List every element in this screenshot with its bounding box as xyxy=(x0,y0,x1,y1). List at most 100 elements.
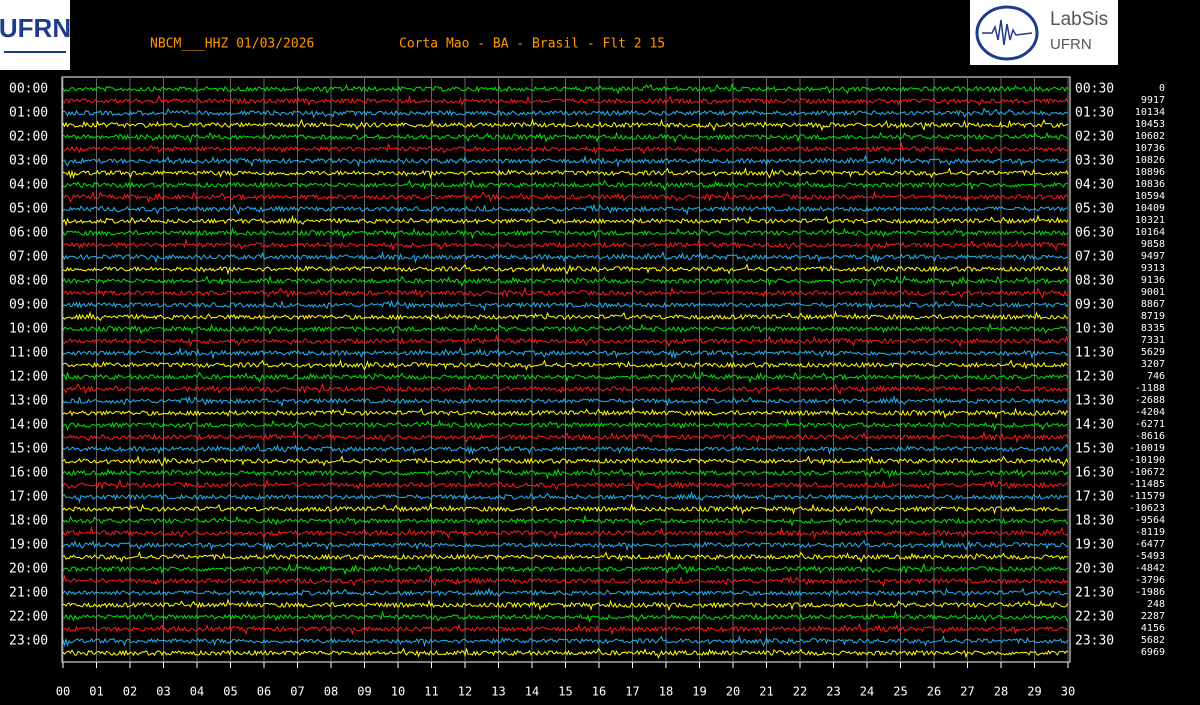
offset-label: 10736 xyxy=(1135,143,1165,154)
trace xyxy=(62,118,1069,132)
trace xyxy=(62,227,1069,240)
offset-label: 8867 xyxy=(1141,299,1165,310)
offset-label: 9858 xyxy=(1141,239,1165,250)
logo-right: LabSis UFRN xyxy=(970,0,1118,65)
offset-label: -3796 xyxy=(1135,575,1165,586)
trace xyxy=(62,610,1069,623)
row-label-left: 06:00 xyxy=(9,226,48,241)
offset-label: -5493 xyxy=(1135,551,1165,562)
offset-label: 10321 xyxy=(1135,215,1165,226)
logo-wave xyxy=(982,19,1033,46)
trace xyxy=(62,262,1069,276)
offset-label: -10019 xyxy=(1129,443,1165,454)
offset-label: 10896 xyxy=(1135,167,1165,178)
row-label-left: 12:00 xyxy=(9,370,48,385)
row-label-right: 06:30 xyxy=(1075,226,1114,241)
x-tick-label: 00 xyxy=(56,685,70,699)
offset-label: 10594 xyxy=(1135,191,1165,202)
offset-label: 5682 xyxy=(1141,635,1165,646)
offset-label: 10164 xyxy=(1135,227,1165,238)
row-label-left: 19:00 xyxy=(9,538,48,553)
x-tick-label: 08 xyxy=(324,685,338,699)
x-tick-label: 09 xyxy=(357,685,371,699)
row-label-right: 14:30 xyxy=(1075,418,1114,433)
trace xyxy=(62,586,1069,599)
offset-label: -4204 xyxy=(1135,407,1165,418)
offset-label: 9917 xyxy=(1141,95,1165,106)
x-tick-label: 29 xyxy=(1027,685,1041,699)
offset-label: -6271 xyxy=(1135,419,1165,430)
trace xyxy=(62,310,1069,321)
offset-label: 10409 xyxy=(1135,203,1165,214)
trace xyxy=(62,574,1069,588)
offset-label: -9564 xyxy=(1135,515,1165,526)
row-label-left: 10:00 xyxy=(9,322,48,337)
trace xyxy=(62,286,1069,300)
offset-label: 10836 xyxy=(1135,179,1165,190)
x-tick-label: 23 xyxy=(826,685,840,699)
offset-label: 10134 xyxy=(1135,107,1165,118)
x-tick-label: 17 xyxy=(625,685,639,699)
trace xyxy=(62,622,1069,636)
trace xyxy=(62,430,1069,444)
trace xyxy=(62,214,1069,227)
trace xyxy=(62,502,1069,516)
x-tick-label: 05 xyxy=(223,685,237,699)
offset-label: 0 xyxy=(1159,83,1165,94)
trace xyxy=(62,334,1069,348)
row-label-right: 16:30 xyxy=(1075,466,1114,481)
offset-label: 9313 xyxy=(1141,263,1165,274)
logo-box xyxy=(970,0,1118,65)
row-label-left: 16:00 xyxy=(9,466,48,481)
row-label-left: 03:00 xyxy=(9,154,48,169)
trace xyxy=(62,406,1069,420)
trace xyxy=(62,382,1069,396)
row-label-left: 15:00 xyxy=(9,442,48,457)
row-label-right: 05:30 xyxy=(1075,202,1114,217)
offset-label: -1188 xyxy=(1135,383,1165,394)
x-tick-label: 01 xyxy=(89,685,103,699)
offset-label: -8616 xyxy=(1135,431,1165,442)
x-tick-label: 04 xyxy=(190,685,204,699)
chart-title: NBCM___HHZ 01/03/2026 xyxy=(150,37,314,52)
trace xyxy=(62,466,1069,480)
row-label-right: 12:30 xyxy=(1075,370,1114,385)
row-label-left: 20:00 xyxy=(9,562,48,577)
offset-label: 9497 xyxy=(1141,251,1165,262)
trace xyxy=(62,551,1068,564)
offset-label: -10190 xyxy=(1129,455,1165,466)
row-label-left: 01:00 xyxy=(9,106,48,121)
trace xyxy=(62,190,1069,204)
row-label-left: 14:00 xyxy=(9,418,48,433)
trace xyxy=(62,107,1069,119)
logo-text: UFRN xyxy=(0,13,71,43)
trace xyxy=(62,442,1069,456)
trace xyxy=(62,94,1069,107)
offset-label: -10623 xyxy=(1129,503,1165,514)
offset-label: -2688 xyxy=(1135,395,1165,406)
offset-label: 10602 xyxy=(1135,131,1165,142)
row-label-left: 09:00 xyxy=(9,298,48,313)
offset-label: 9001 xyxy=(1141,287,1165,298)
offset-label: 8335 xyxy=(1141,323,1165,334)
trace xyxy=(62,598,1069,612)
x-tick-label: 02 xyxy=(123,685,137,699)
x-tick-label: 10 xyxy=(391,685,405,699)
logo-title: LabSis xyxy=(1050,9,1108,30)
row-label-right: 00:30 xyxy=(1075,82,1114,97)
row-label-right: 23:30 xyxy=(1075,634,1114,649)
logo-box xyxy=(0,0,70,70)
offset-label: 746 xyxy=(1147,371,1165,382)
row-label-right: 15:30 xyxy=(1075,442,1114,457)
offset-label: -11579 xyxy=(1129,491,1165,502)
trace xyxy=(62,179,1069,192)
x-tick-label: 24 xyxy=(860,685,874,699)
row-label-right: 03:30 xyxy=(1075,154,1114,169)
trace xyxy=(62,322,1069,336)
row-label-right: 20:30 xyxy=(1075,562,1114,577)
x-tick-label: 14 xyxy=(525,685,539,699)
x-tick-label: 16 xyxy=(592,685,606,699)
trace xyxy=(62,299,1069,312)
offset-label: -11485 xyxy=(1129,479,1165,490)
offset-label: 3207 xyxy=(1141,359,1165,370)
